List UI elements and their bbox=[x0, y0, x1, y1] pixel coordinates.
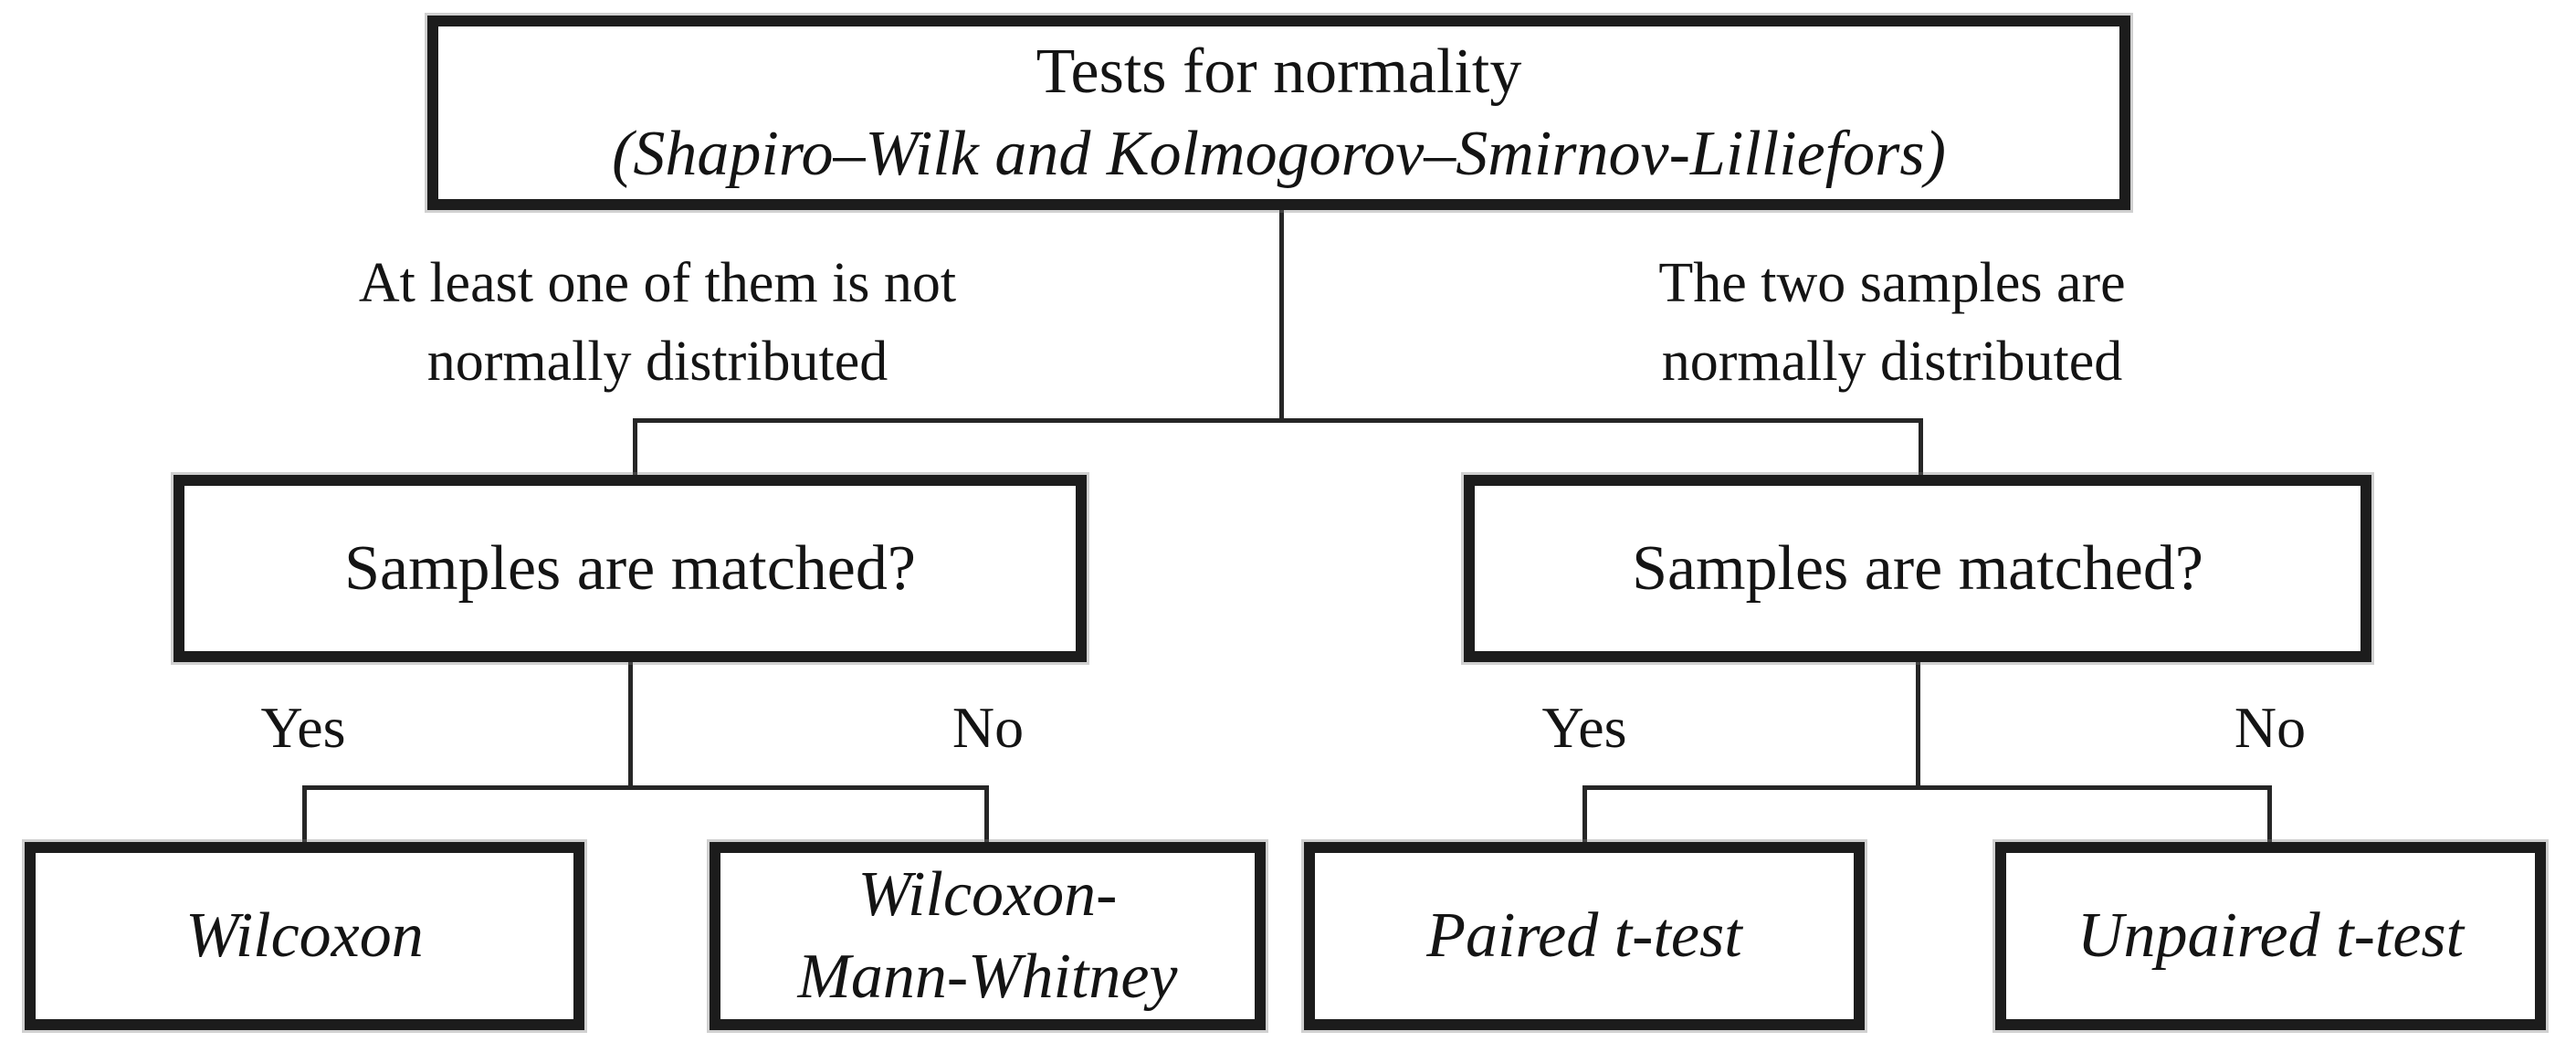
leaf-node-wilcoxon: Wilcoxon bbox=[25, 842, 584, 1030]
connector-right-split bbox=[1582, 785, 2272, 790]
connector-wilcoxon-drop bbox=[302, 785, 307, 844]
leaf-node-wilcoxon-mann-whitney: Wilcoxon- Mann-Whitney bbox=[710, 842, 1266, 1030]
connector-right-branch-drop bbox=[1919, 418, 1923, 477]
connector-paired-drop bbox=[1582, 785, 1587, 844]
leaf-node-unpaired-label: Unpaired t-test bbox=[2077, 900, 2465, 972]
decision-node-right-samples-matched: Samples are matched? bbox=[1464, 475, 2371, 662]
leaf-node-unpaired-t-test: Unpaired t-test bbox=[1995, 842, 2546, 1030]
root-node-title: Tests for normality bbox=[1036, 36, 1522, 107]
condition-label-not-normal-line1: At least one of them is not bbox=[358, 252, 957, 314]
leaf-node-wmw-line2: Mann-Whitney bbox=[797, 942, 1178, 1012]
root-node-tests-for-normality: Tests for normality (Shapiro–Wilk and Ko… bbox=[427, 16, 2130, 210]
connector-root-stem bbox=[1279, 210, 1284, 422]
root-node-subtitle: (Shapiro–Wilk and Kolmogorov–Smirnov-Lil… bbox=[612, 118, 1946, 189]
condition-label-not-normal: At least one of them is not normally dis… bbox=[247, 245, 1068, 401]
leaf-node-paired-t-test: Paired t-test bbox=[1304, 842, 1865, 1030]
edge-label-right-no: No bbox=[2234, 695, 2307, 760]
decision-node-left-label: Samples are matched? bbox=[344, 532, 916, 604]
decision-node-left-samples-matched: Samples are matched? bbox=[173, 475, 1087, 662]
edge-label-left-no: No bbox=[952, 695, 1025, 760]
condition-label-normal: The two samples are normally distributed bbox=[1481, 245, 2303, 401]
connector-unpaired-drop bbox=[2267, 785, 2272, 844]
leaf-node-wmw-line1: Wilcoxon- bbox=[857, 859, 1118, 931]
connector-right-decision-stem bbox=[1916, 660, 1920, 790]
connector-wmw-drop bbox=[984, 785, 989, 844]
decision-node-right-label: Samples are matched? bbox=[1632, 532, 2203, 604]
connector-left-split bbox=[302, 785, 989, 790]
connector-left-branch-drop bbox=[633, 418, 637, 477]
condition-label-normal-line2: normally distributed bbox=[1661, 330, 2123, 393]
leaf-node-wilcoxon-label: Wilcoxon bbox=[185, 900, 424, 972]
condition-label-not-normal-line2: normally distributed bbox=[426, 330, 888, 393]
connector-left-decision-stem bbox=[628, 660, 633, 790]
edge-label-left-yes: Yes bbox=[260, 695, 346, 760]
leaf-node-paired-label: Paired t-test bbox=[1426, 900, 1742, 972]
condition-label-normal-line1: The two samples are bbox=[1658, 252, 2126, 314]
connector-top-split bbox=[633, 418, 1923, 423]
edge-label-right-yes: Yes bbox=[1541, 695, 1627, 760]
